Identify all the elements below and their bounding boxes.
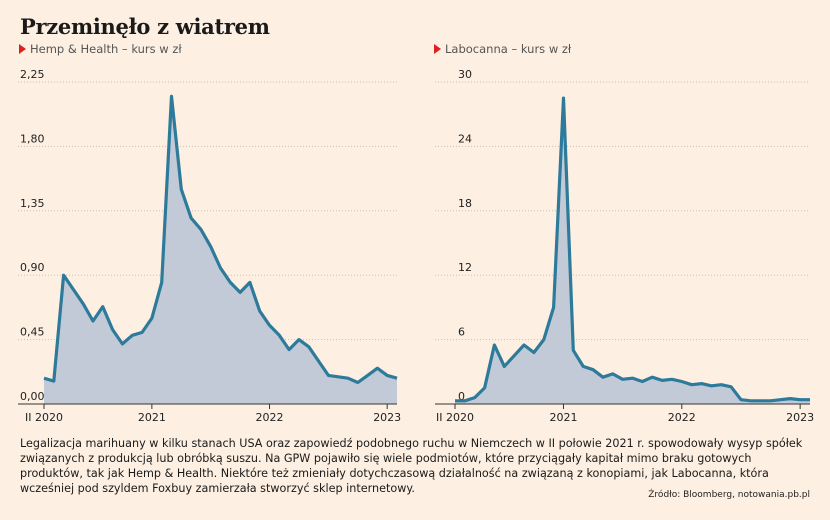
right-x-tick-label: 2023 — [786, 411, 814, 424]
right-y-tick-label: 18 — [458, 197, 472, 210]
right-y-tick-label: 6 — [458, 326, 465, 339]
left-x-tick-label: 2022 — [256, 411, 284, 424]
right-y-tick-label: 12 — [458, 261, 472, 274]
right-chart-subtitle-text: Labocanna – kurs w zł — [445, 42, 572, 56]
right-y-tick-label: 24 — [458, 132, 472, 145]
red-marker-icon — [19, 44, 26, 54]
left-series-line — [43, 94, 398, 385]
right-chart-subtitle: Labocanna – kurs w zł — [434, 42, 571, 56]
left-series-area — [44, 96, 397, 405]
left-x-tick-label: 2023 — [373, 411, 401, 424]
charts-canvas: 0,00 0,45 0,90 1,35 1,80 2,25 II 2020 2021 2022 2… — [18, 68, 814, 424]
left-y-tick-label: 2,25 — [20, 68, 45, 81]
left-y-tick-label: 0,90 — [20, 261, 45, 274]
left-chart-subtitle: Hemp & Health – kurs w zł — [19, 42, 182, 56]
left-x-tick-label: 2021 — [138, 411, 166, 424]
right-x-tick-label: II 2020 — [436, 411, 474, 424]
right-x-tick-label: 2021 — [549, 411, 577, 424]
left-y-tick-label: 0,45 — [20, 326, 45, 339]
right-y-tick-label: 30 — [458, 68, 472, 81]
right-x-tick-label: 2022 — [668, 411, 696, 424]
left-y-tick-label: 1,80 — [20, 132, 45, 145]
right-series-area — [455, 98, 810, 404]
chart-description: Legalizacja marihuany w kilku stanach US… — [20, 437, 803, 495]
red-marker-icon — [434, 44, 441, 54]
right-series-line — [455, 96, 810, 403]
left-x-tick-label: II 2020 — [25, 411, 63, 424]
right-y-tick-label: 0 — [458, 390, 465, 403]
left-chart-subtitle-text: Hemp & Health – kurs w zł — [30, 42, 182, 56]
source-note: Źródło: Bloomberg, notowania.pb.pl — [648, 490, 810, 500]
left-y-tick-label: 0,00 — [20, 390, 45, 403]
left-y-tick-label: 1,35 — [20, 197, 45, 210]
chart-headline: Przeminęło z wiatrem — [20, 14, 270, 39]
